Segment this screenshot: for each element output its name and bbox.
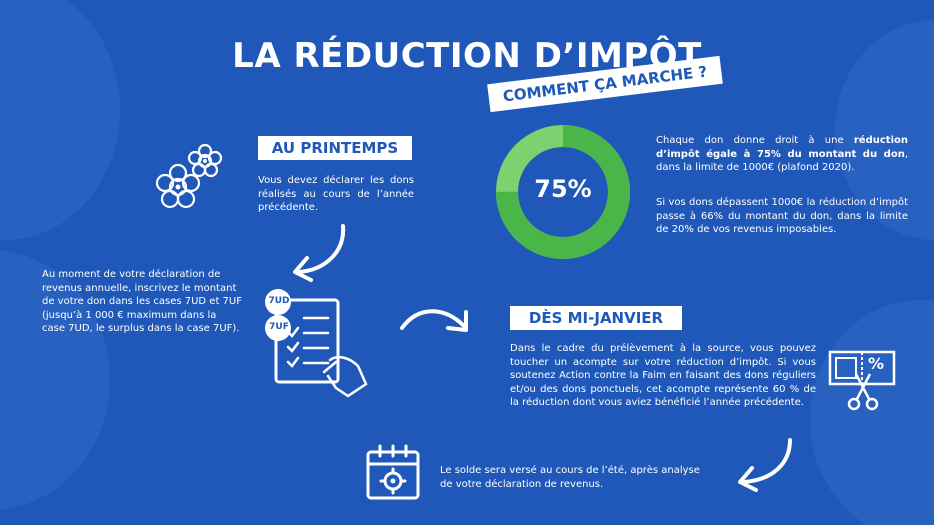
reduction-text-1-bold: réduction d’impôt égale à 75% du montant… [656, 135, 908, 160]
badge-7uf: 7UF [269, 322, 289, 332]
arrow-right-icon [400, 309, 468, 332]
coupon-percent: % [868, 354, 885, 373]
janvier-label-text: DÈS MI-JANVIER [528, 309, 664, 327]
reduction-text-1-end: , dans la limite de 1000€ (plafond 2020)… [656, 148, 908, 174]
declaration-text: Au moment de votre déclaration de revenu… [42, 269, 242, 334]
arrow-down-left-icon-2 [738, 438, 792, 492]
donut-filled [496, 125, 630, 259]
printemps-label: AU PRINTEMPS [258, 136, 412, 160]
flowers-icon [155, 143, 223, 209]
printemps-text: Vous devez déclarer les dons réalisés au… [258, 175, 414, 213]
arrow-down-left-icon [293, 224, 346, 282]
page-title: LA RÉDUCTION D’IMPÔT [232, 36, 702, 76]
reduction-text-1-start: Chaque don donne droit à une [656, 135, 854, 146]
badge-7ud: 7UD [268, 296, 290, 306]
donut-chart [496, 125, 630, 259]
donut-label: 75% [534, 175, 592, 203]
printemps-label-text: AU PRINTEMPS [271, 139, 399, 157]
ete-text: Le solde sera versé au cours de l’été, a… [440, 465, 700, 490]
form-hand-icon [265, 289, 368, 398]
coupon-scissors-icon [828, 350, 896, 411]
reduction-text-2: Si vos dons dépassent 1000€ la réduction… [656, 197, 908, 235]
reduction-text-1: Chaque don donne droit à une réduction d… [656, 134, 908, 175]
calendar-gear-icon [366, 444, 420, 500]
janvier-label: DÈS MI-JANVIER [510, 306, 682, 330]
janvier-text: Dans le cadre du prélèvement à la source… [510, 343, 816, 408]
